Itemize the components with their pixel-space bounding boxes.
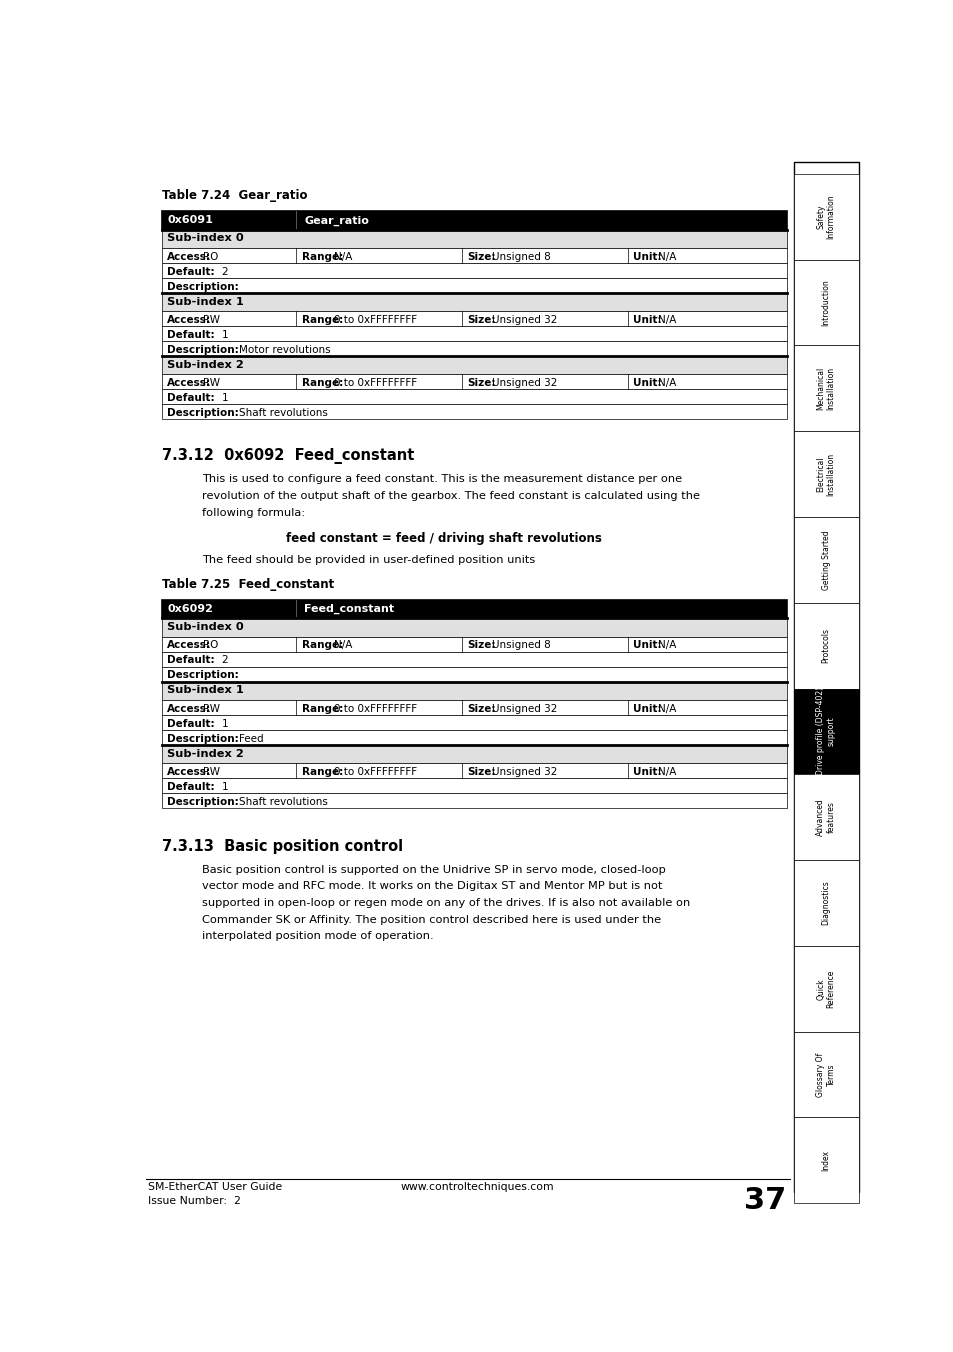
Text: Range:: Range:	[301, 767, 343, 776]
Text: Description:: Description:	[167, 281, 239, 292]
Text: Unsigned 32: Unsigned 32	[492, 703, 558, 714]
Text: 0 to 0xFFFFFFFF: 0 to 0xFFFFFFFF	[334, 315, 416, 324]
Text: Default:: Default:	[167, 393, 214, 403]
Text: Unsigned 32: Unsigned 32	[492, 767, 558, 776]
Text: N/A: N/A	[334, 641, 352, 650]
Text: following formula:: following formula:	[202, 507, 305, 518]
Text: Drive profile (DSP-402)
support: Drive profile (DSP-402) support	[816, 687, 835, 776]
Text: Shaft revolutions: Shaft revolutions	[239, 408, 328, 418]
Text: Diagnostics: Diagnostics	[821, 880, 830, 925]
Bar	[162, 247, 786, 262]
Text: Size:: Size:	[467, 641, 496, 650]
Bar	[162, 326, 786, 341]
Bar	[162, 745, 786, 763]
Text: RW: RW	[203, 377, 220, 388]
Bar	[162, 681, 786, 700]
Text: 2: 2	[221, 266, 228, 277]
Text: Size:: Size:	[467, 251, 496, 261]
Bar	[162, 667, 786, 681]
Text: RW: RW	[203, 315, 220, 324]
Text: N/A: N/A	[658, 641, 676, 650]
Bar	[162, 293, 786, 311]
Text: N/A: N/A	[334, 251, 352, 261]
Text: Sub-index 2: Sub-index 2	[167, 749, 244, 758]
Text: N/A: N/A	[658, 251, 676, 261]
Text: Sub-index 0: Sub-index 0	[167, 234, 244, 243]
Bar	[793, 603, 858, 688]
Bar	[793, 516, 858, 603]
Text: Issue Number:  2: Issue Number: 2	[148, 1195, 240, 1206]
Bar	[162, 262, 786, 277]
Bar	[793, 162, 858, 1191]
Text: Shaft revolutions: Shaft revolutions	[239, 796, 328, 807]
Text: Access:: Access:	[167, 251, 211, 261]
Bar	[793, 260, 858, 345]
Text: Unsigned 32: Unsigned 32	[492, 377, 558, 388]
Text: revolution of the output shaft of the gearbox. The feed constant is calculated u: revolution of the output shaft of the ge…	[202, 491, 700, 502]
Text: RO: RO	[203, 251, 218, 261]
Text: Glossary Of
Terms: Glossary Of Terms	[816, 1052, 835, 1096]
Text: Table 7.25  Feed_constant: Table 7.25 Feed_constant	[162, 579, 334, 591]
Text: Default:: Default:	[167, 330, 214, 339]
Text: RO: RO	[203, 641, 218, 650]
Text: 0x6091: 0x6091	[167, 215, 213, 226]
Text: Default:: Default:	[167, 781, 214, 792]
Text: 1: 1	[221, 718, 228, 729]
Text: Unit:: Unit:	[633, 251, 661, 261]
Text: Unsigned 8: Unsigned 8	[492, 641, 551, 650]
Text: supported in open-loop or regen mode on any of the drives. If is also not availa: supported in open-loop or regen mode on …	[202, 898, 690, 909]
Text: Access:: Access:	[167, 767, 211, 776]
Text: Range:: Range:	[301, 377, 343, 388]
Text: SM-EtherCAT User Guide: SM-EtherCAT User Guide	[148, 1182, 282, 1191]
Text: 0 to 0xFFFFFFFF: 0 to 0xFFFFFFFF	[334, 377, 416, 388]
Text: Size:: Size:	[467, 377, 496, 388]
Bar	[162, 211, 786, 230]
Text: vector mode and RFC mode. It works on the Digitax ST and Mentor MP but is not: vector mode and RFC mode. It works on th…	[202, 882, 662, 891]
Text: Gear_ratio: Gear_ratio	[304, 215, 369, 226]
Text: N/A: N/A	[658, 767, 676, 776]
Text: Unit:: Unit:	[633, 377, 661, 388]
Text: N/A: N/A	[658, 377, 676, 388]
Text: This is used to configure a feed constant. This is the measurement distance per : This is used to configure a feed constan…	[202, 475, 681, 484]
Bar	[162, 404, 786, 419]
Text: Description:: Description:	[167, 345, 239, 354]
Text: Index: Index	[821, 1151, 830, 1171]
Text: Range:: Range:	[301, 641, 343, 650]
Text: feed constant = feed / driving shaft revolutions: feed constant = feed / driving shaft rev…	[286, 531, 601, 545]
Bar	[793, 431, 858, 516]
Text: interpolated position mode of operation.: interpolated position mode of operation.	[202, 932, 434, 941]
Bar	[162, 277, 786, 293]
Text: Electrical
Installation: Electrical Installation	[816, 453, 835, 496]
Text: Unsigned 32: Unsigned 32	[492, 315, 558, 324]
Text: Access:: Access:	[167, 315, 211, 324]
Text: Protocols: Protocols	[821, 629, 830, 662]
Text: Sub-index 1: Sub-index 1	[167, 296, 244, 307]
Bar	[793, 946, 858, 1032]
Bar	[162, 792, 786, 808]
Text: 0 to 0xFFFFFFFF: 0 to 0xFFFFFFFF	[334, 767, 416, 776]
Bar	[793, 775, 858, 860]
Bar	[162, 618, 786, 637]
Text: Access:: Access:	[167, 703, 211, 714]
Text: Sub-index 0: Sub-index 0	[167, 622, 244, 633]
Text: Basic position control is supported on the Unidrive SP in servo mode, closed-loo: Basic position control is supported on t…	[202, 865, 665, 875]
Text: Feed: Feed	[239, 734, 264, 744]
Text: Motor revolutions: Motor revolutions	[239, 345, 331, 354]
Text: Sub-index 1: Sub-index 1	[167, 685, 244, 695]
Text: 7.3.13  Basic position control: 7.3.13 Basic position control	[162, 838, 402, 853]
Text: Description:: Description:	[167, 408, 239, 418]
Bar	[162, 356, 786, 375]
Text: Access:: Access:	[167, 377, 211, 388]
Bar	[162, 777, 786, 792]
Text: Table 7.24  Gear_ratio: Table 7.24 Gear_ratio	[162, 189, 307, 203]
Text: 0x6092: 0x6092	[167, 604, 213, 614]
Text: Description:: Description:	[167, 796, 239, 807]
Bar	[793, 860, 858, 946]
Text: Access:: Access:	[167, 641, 211, 650]
Bar	[162, 311, 786, 326]
Text: Sub-index 2: Sub-index 2	[167, 360, 244, 369]
Text: Advanced
features: Advanced features	[816, 798, 835, 836]
Text: RW: RW	[203, 703, 220, 714]
Bar	[162, 341, 786, 356]
Text: Quick
Reference: Quick Reference	[816, 969, 835, 1009]
